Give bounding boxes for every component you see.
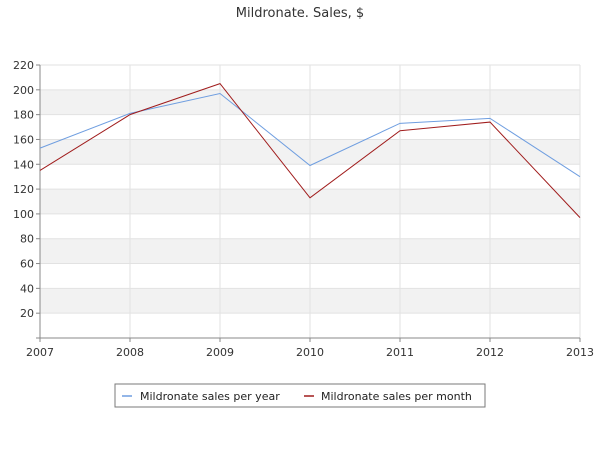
grid-lines: [39, 64, 581, 338]
x-tick-label: 2012: [476, 346, 504, 359]
legend-label-2: Mildronate sales per month: [321, 390, 472, 403]
y-tick-label: 40: [20, 282, 34, 295]
y-axis-ticks: 20 40 60 80 100 120 140 160 180 200 220: [13, 59, 40, 339]
y-tick-label: 80: [20, 233, 34, 246]
y-tick-label: 60: [20, 258, 34, 271]
y-tick-label: 160: [13, 133, 34, 146]
x-tick-label: 2009: [206, 346, 234, 359]
x-axis-ticks: 2007 2008 2009 2010 2011 2012 2013: [26, 338, 594, 359]
x-tick-label: 2007: [26, 346, 54, 359]
legend-box: [114, 383, 486, 408]
y-tick-label: 220: [13, 59, 34, 72]
chart-title: Mildronate. Sales, $: [236, 6, 364, 21]
y-tick-label: 20: [20, 307, 34, 320]
x-tick-label: 2008: [116, 346, 144, 359]
x-tick-label: 2013: [566, 346, 594, 359]
legend-label-1: Mildronate sales per year: [140, 390, 280, 403]
series-lines: [39, 83, 581, 218]
y-tick-label: 120: [13, 183, 34, 196]
legend: Mildronate sales per year Mildronate sale…: [114, 383, 486, 408]
y-tick-label: 200: [13, 84, 34, 97]
y-tick-label: 140: [13, 158, 34, 171]
y-tick-label: 180: [13, 109, 34, 122]
x-tick-label: 2010: [296, 346, 324, 359]
series-line-2: [39, 83, 581, 218]
series-line-1: [39, 93, 581, 178]
y-tick-label: 100: [13, 208, 34, 221]
x-tick-label: 2011: [386, 346, 414, 359]
